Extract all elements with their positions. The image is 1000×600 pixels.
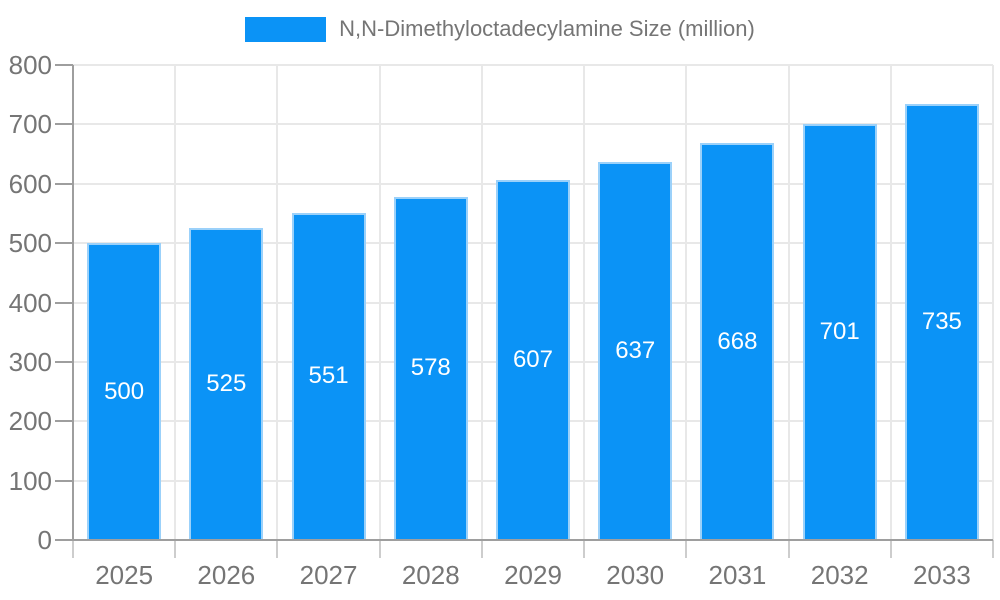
y-axis-tick [55,420,73,423]
y-axis-tick-label: 100 [8,465,52,496]
bar[interactable] [802,123,877,540]
x-axis-tick-label: 2026 [197,560,256,590]
y-axis-tick [55,64,73,66]
x-axis-tick [480,540,483,558]
y-axis-tick-label: 400 [8,287,52,318]
bar[interactable] [598,161,673,540]
bar[interactable] [291,212,366,540]
x-axis-tick [992,540,994,558]
x-axis-tick [276,540,279,558]
x-axis-tick [583,540,586,558]
bar[interactable] [496,179,570,540]
y-axis-tick [55,182,73,185]
x-axis-tick-label: 2033 [912,560,971,590]
x-axis-tick-label: 2032 [810,560,869,590]
x-axis-tick [72,540,74,558]
x-axis-tick-label: 2028 [401,560,460,590]
x-axis-tick-label: 2029 [504,560,562,590]
bar-value-label: 607 [512,345,553,373]
x-axis-tick-label: 2030 [606,560,665,590]
y-axis-tick-label: 200 [8,406,52,437]
bar[interactable] [904,103,979,540]
legend-swatch-icon [245,16,327,42]
x-axis-tick [174,540,177,558]
x-axis-tick [378,540,381,558]
x-axis-tick-label: 2025 [95,560,154,590]
bar-value-label: 551 [308,362,349,390]
bar[interactable] [87,243,162,540]
bar-value-label: 735 [921,307,962,335]
y-axis-tick [55,479,73,482]
y-axis-tick-label: 300 [8,346,52,377]
y-axis-tick [55,360,73,363]
y-axis-line [72,65,74,540]
bar-value-label: 701 [819,317,860,345]
chart-legend[interactable]: N,N-Dimethyloctadecylamine Size (million… [0,16,1000,42]
bar-value-label: 500 [104,377,145,405]
y-axis-tick-label: 700 [8,109,52,140]
y-axis-tick [55,242,73,245]
y-axis-tick [55,123,73,126]
x-axis-tick [685,540,688,558]
x-axis-tick [787,540,790,558]
bar-value-label: 637 [615,336,656,364]
bar-value-label: 525 [206,370,247,398]
bar[interactable] [700,143,775,540]
legend-label: N,N-Dimethyloctadecylamine Size (million… [339,16,755,41]
y-axis-tick [55,301,73,304]
bar[interactable] [393,196,468,540]
grid-line-horizontal [73,64,993,66]
x-axis-tick-label: 2027 [299,560,358,590]
grid-line-vertical [992,65,994,540]
x-axis-line [55,539,993,541]
x-axis-tick-label: 2031 [708,560,767,590]
y-axis-tick-label: 0 [37,525,52,555]
grid-line-horizontal [73,123,993,126]
bar-value-label: 578 [410,354,451,382]
x-axis-tick [889,540,892,558]
bar[interactable] [189,228,264,540]
y-axis-tick-label: 800 [8,50,52,80]
y-axis-tick-label: 600 [8,168,52,199]
y-axis-tick-label: 500 [8,228,52,259]
bar-value-label: 668 [717,327,758,355]
